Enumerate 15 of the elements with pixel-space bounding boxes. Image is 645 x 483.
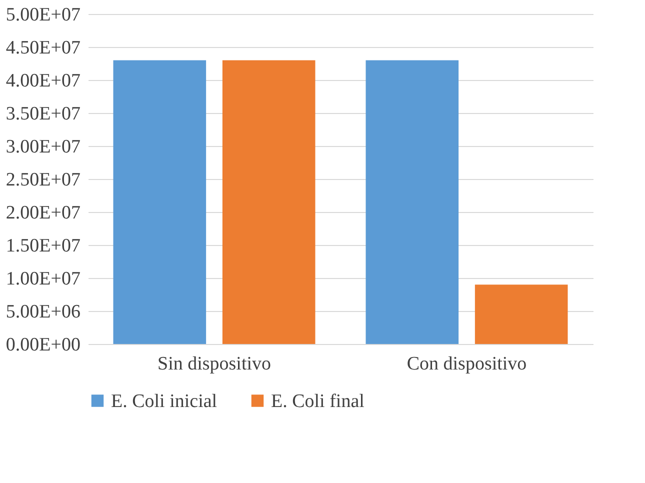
y-tick-label: 3.00E+07 xyxy=(6,136,80,158)
legend-label: E. Coli final xyxy=(271,390,364,412)
y-tick-label: 2.50E+07 xyxy=(6,170,80,190)
y-tick-label: 1.00E+07 xyxy=(6,268,80,290)
x-tick-label: Con dispositivo xyxy=(406,354,527,374)
x-tick-label: Sin dispositivo xyxy=(158,354,271,374)
y-tick-label: 1.50E+07 xyxy=(6,236,80,256)
y-tick-label: 3.50E+07 xyxy=(6,104,80,124)
y-tick-label: 4.00E+07 xyxy=(6,70,80,92)
legend-label: E. Coli inicial xyxy=(111,390,218,412)
y-tick-label: 5.00E+07 xyxy=(6,4,80,26)
y-tick-label: 4.50E+07 xyxy=(6,38,80,58)
y-tick-label: 5.00E+06 xyxy=(6,302,80,322)
y-tick-label: 2.00E+07 xyxy=(6,202,80,224)
y-tick-label: 0.00E+00 xyxy=(6,334,80,356)
